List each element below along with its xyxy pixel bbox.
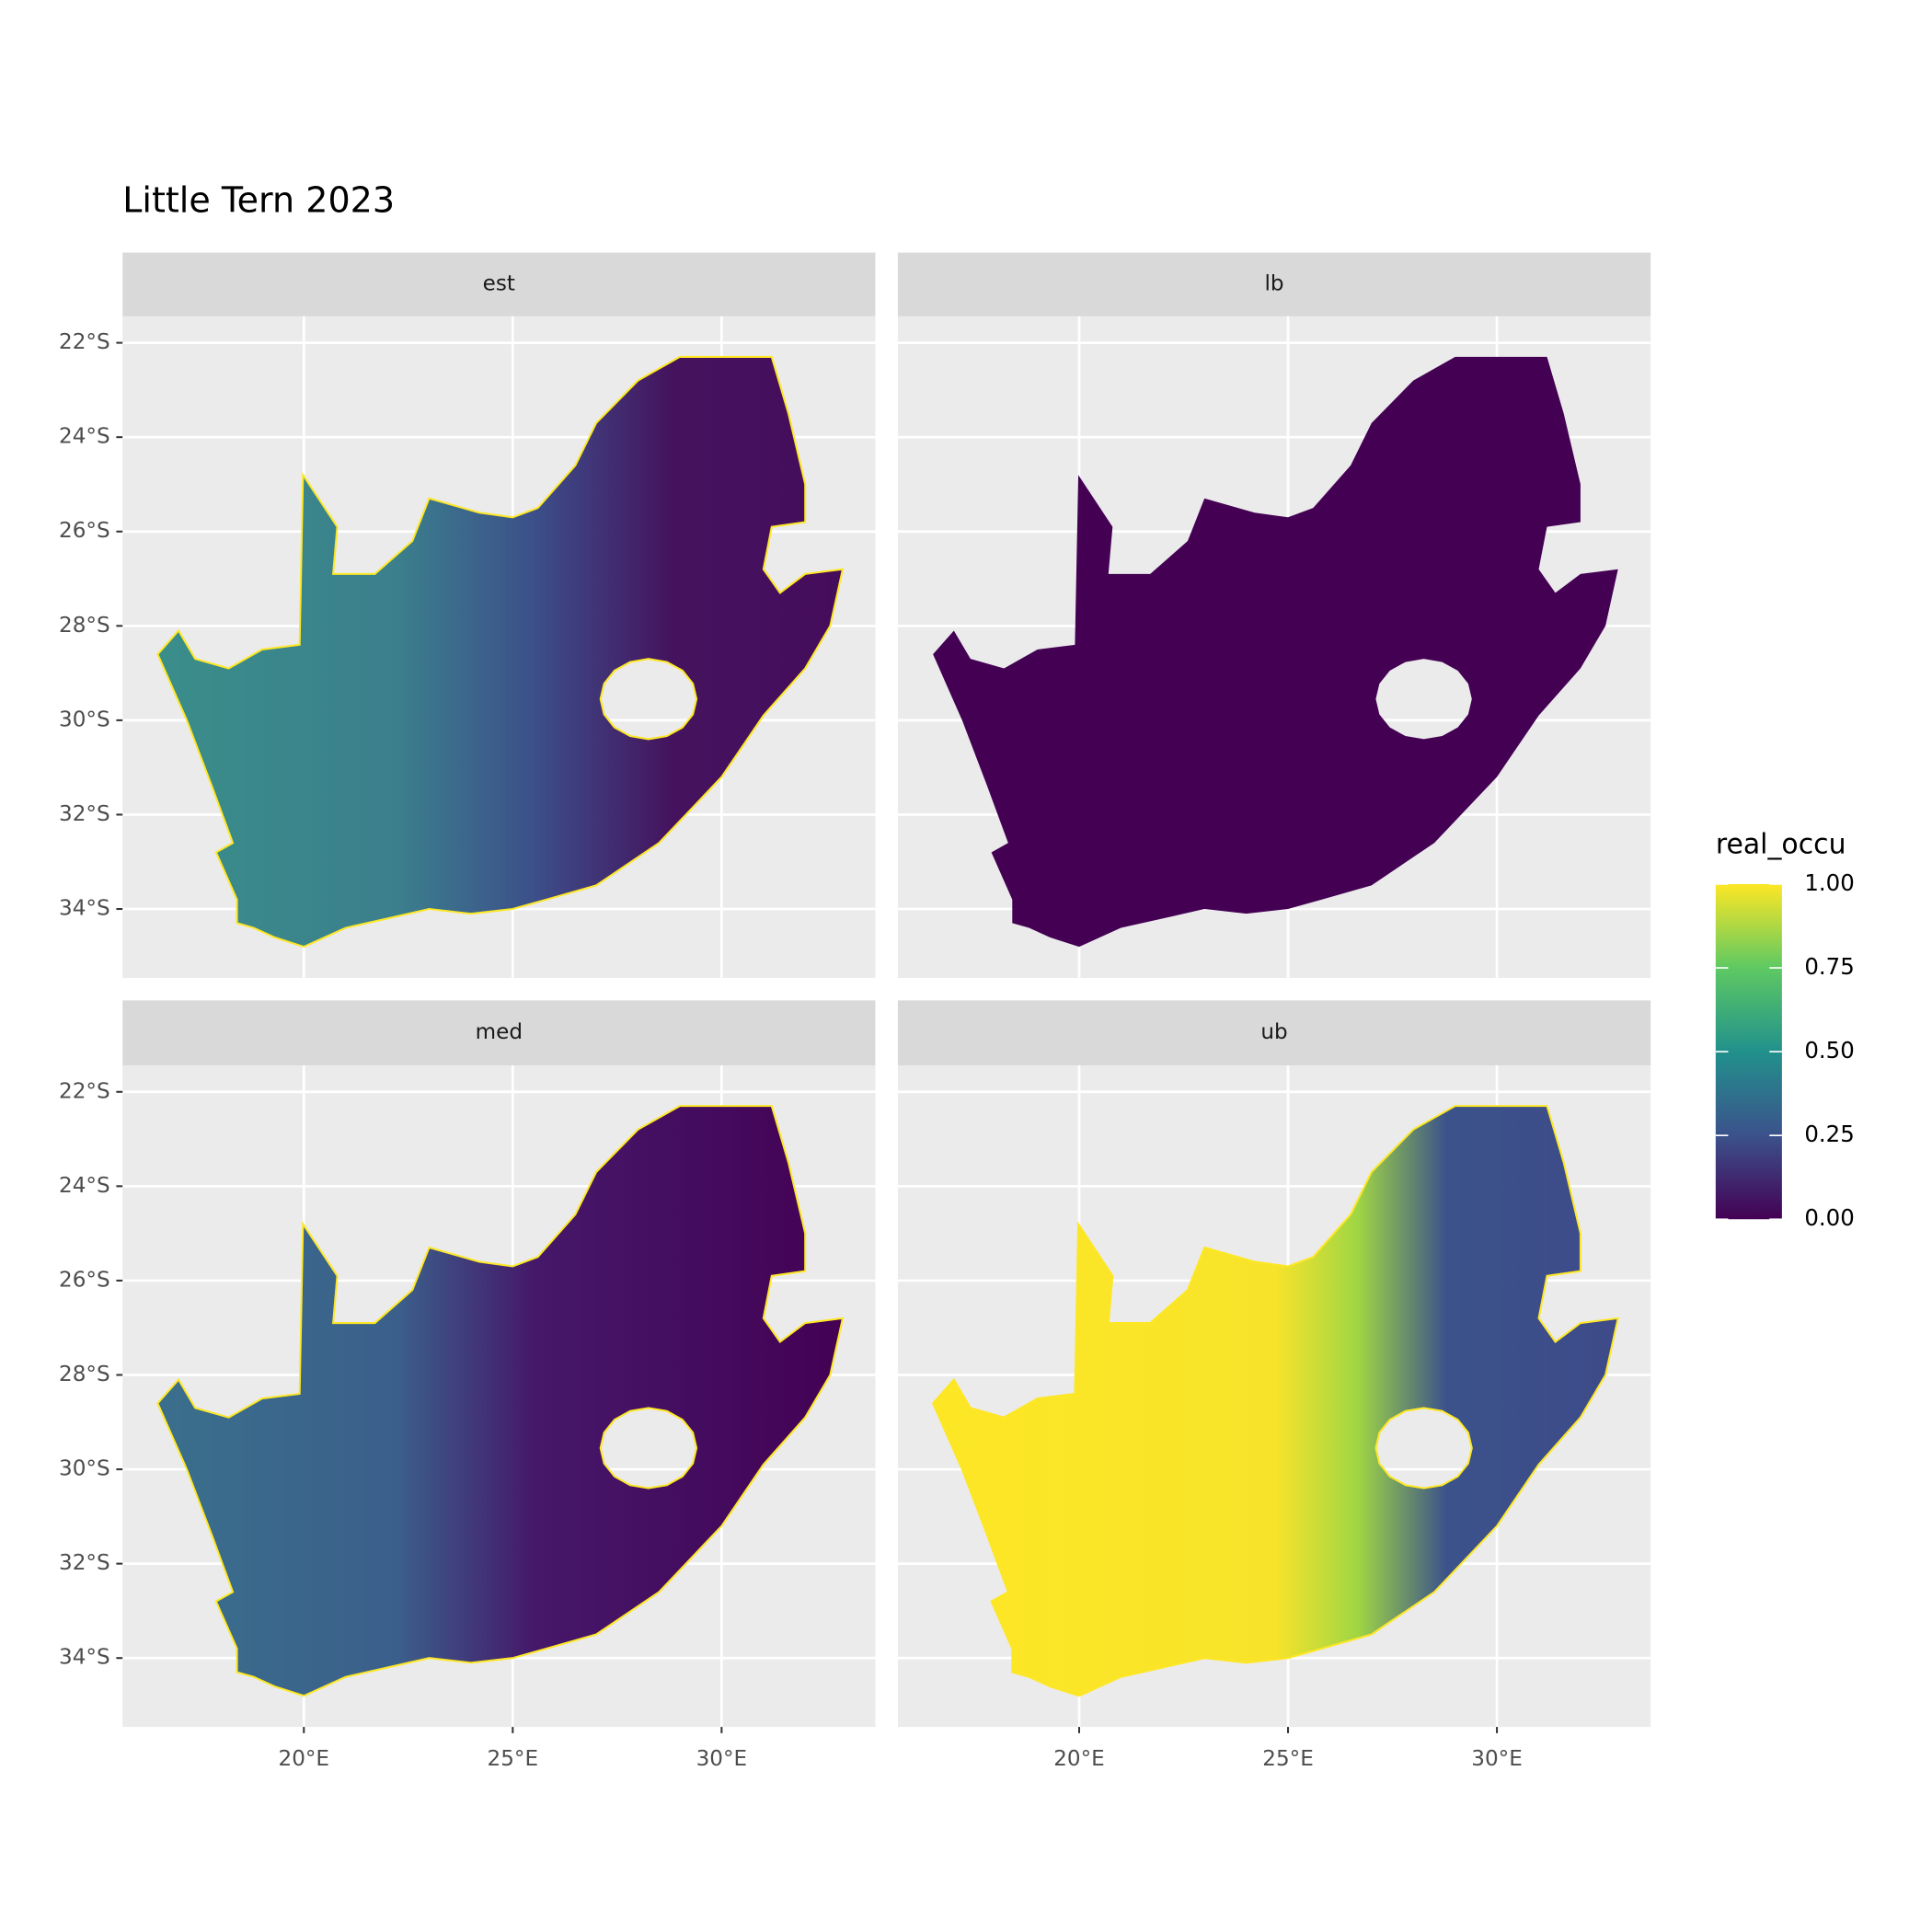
y-tick-label: 34°S [59, 1646, 110, 1670]
strip-label: lb [1265, 272, 1284, 296]
y-tick-label: 26°S [59, 1268, 110, 1292]
y-tick-label: 22°S [59, 1079, 110, 1103]
y-tick-label: 28°S [59, 614, 110, 638]
y-tick-label: 22°S [59, 330, 110, 354]
strip [122, 1000, 876, 1066]
legend-label: 1.00 [1804, 869, 1854, 896]
occupancy-raster [933, 356, 1618, 948]
y-tick-label: 24°S [59, 1174, 110, 1198]
strip [122, 252, 876, 316]
y-tick-label: 32°S [59, 1551, 110, 1575]
chart-title: Little Tern 2023 [122, 180, 395, 221]
x-tick-label: 25°E [488, 1747, 539, 1771]
legend-label: 0.25 [1804, 1121, 1854, 1147]
strip [897, 1000, 1651, 1066]
y-tick-label: 24°S [59, 425, 110, 449]
x-tick-label: 20°E [279, 1747, 330, 1771]
occupancy-raster [156, 1105, 845, 1697]
x-tick-label: 30°E [1471, 1747, 1523, 1771]
strip-label: est [483, 272, 515, 296]
x-tick-label: 25°E [1262, 1747, 1314, 1771]
legend-label: 0.00 [1804, 1204, 1854, 1231]
x-tick-label: 30°E [696, 1747, 748, 1771]
strip [897, 252, 1651, 316]
y-tick-label: 26°S [59, 519, 110, 543]
y-tick-label: 28°S [59, 1363, 110, 1386]
strip-label: ub [1260, 1020, 1287, 1044]
y-tick-label: 32°S [59, 802, 110, 826]
y-tick-label: 30°S [59, 1457, 110, 1481]
legend-label: 0.50 [1804, 1037, 1854, 1064]
y-tick-label: 30°S [59, 707, 110, 731]
occupancy-raster [156, 355, 845, 949]
legend-title: real_occu [1716, 828, 1846, 860]
occupancy-raster [931, 1105, 1620, 1697]
x-tick-label: 20°E [1053, 1747, 1105, 1771]
strip-label: med [476, 1020, 523, 1044]
legend-label: 0.75 [1804, 953, 1854, 980]
y-tick-label: 34°S [59, 897, 110, 921]
